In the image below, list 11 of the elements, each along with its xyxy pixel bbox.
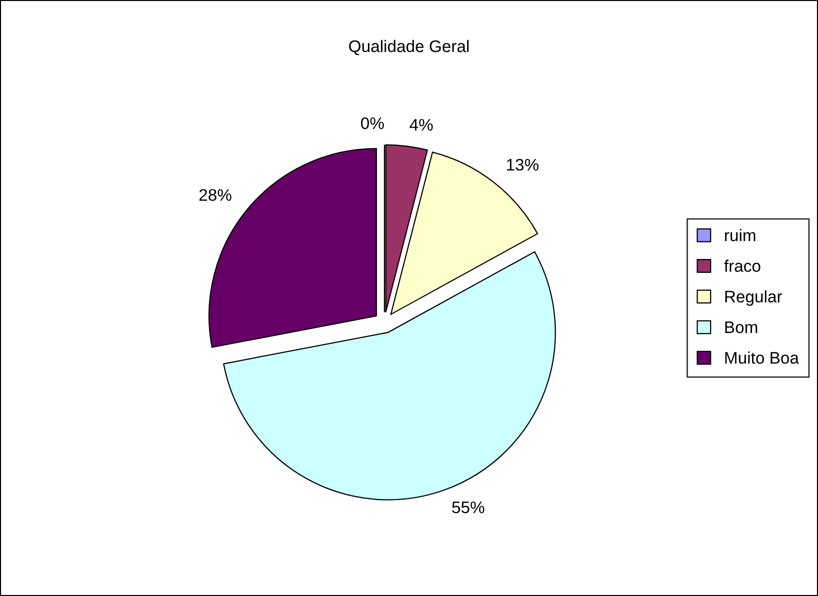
data-label: 55% (452, 502, 484, 514)
chart-title: Qualidade Geral (349, 40, 469, 56)
data-label: 13% (507, 158, 539, 171)
data-label: 4% (410, 118, 433, 131)
data-label: 28% (199, 189, 232, 201)
legend-label: Bom (725, 322, 758, 334)
legend-label: Regular (725, 290, 782, 306)
legend-label: ruim (725, 229, 756, 242)
text: 0% (361, 117, 384, 130)
legend-label: fraco (724, 260, 760, 272)
legend-label: Muito Boa (725, 352, 799, 364)
